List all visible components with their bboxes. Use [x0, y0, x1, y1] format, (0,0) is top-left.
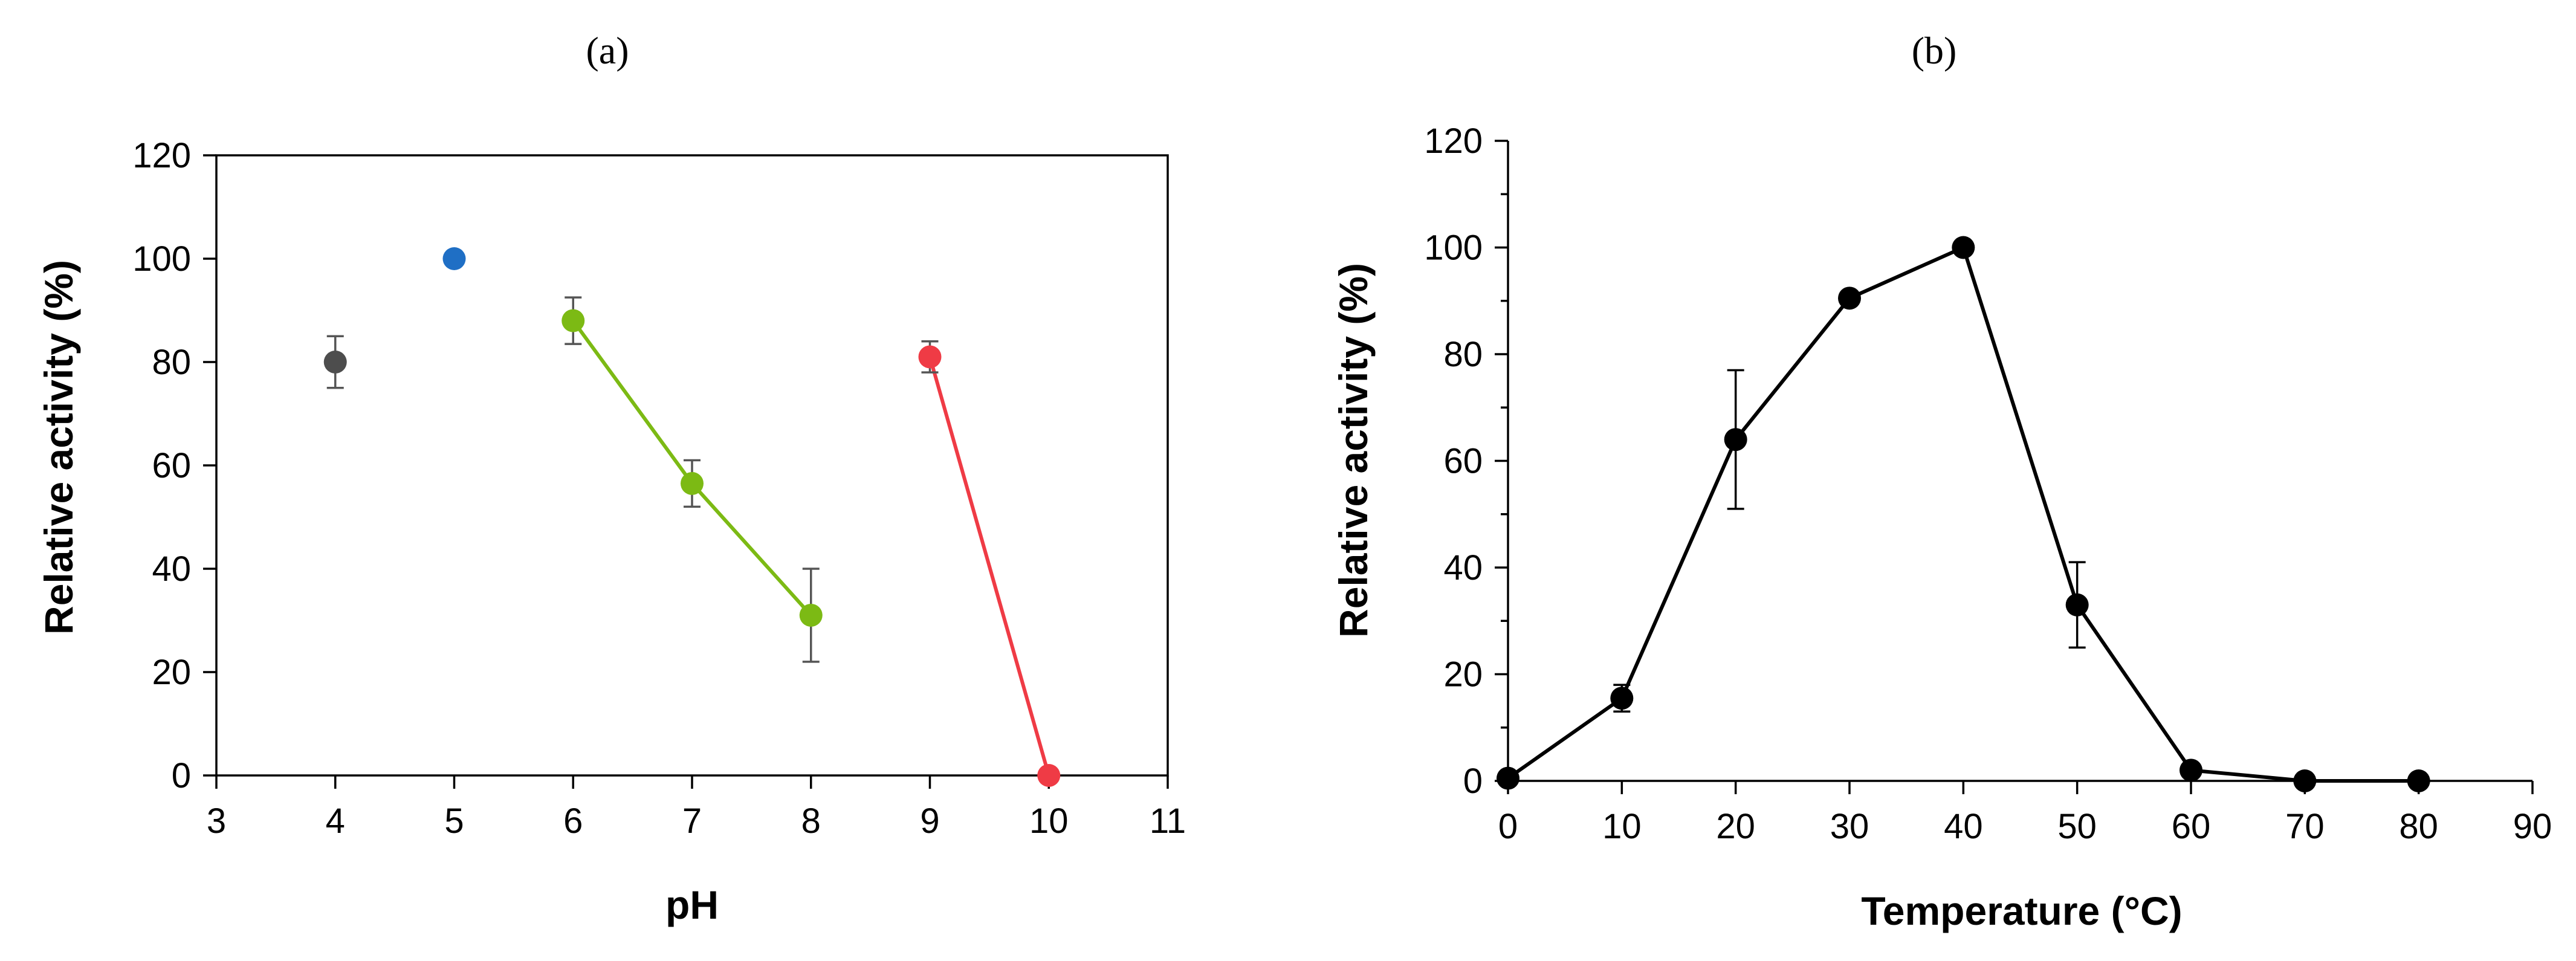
data-point	[1037, 764, 1061, 787]
y-tick-label: 80	[1443, 335, 1483, 374]
data-point	[799, 603, 823, 627]
x-tick-label: 90	[2513, 807, 2552, 846]
data-point	[1952, 236, 1975, 259]
x-tick-label: 0	[1498, 807, 1518, 846]
y-tick-label: 100	[1424, 228, 1483, 268]
x-tick-label: 80	[2399, 807, 2438, 846]
series-ph-9-10	[918, 340, 1061, 787]
y-tick-label: 120	[1424, 121, 1483, 161]
y-axis-title-b: Relative activity (%)	[1331, 263, 1376, 638]
y-tick-label: 60	[152, 446, 191, 485]
y-tick-label: 40	[1443, 548, 1483, 587]
data-point	[1838, 286, 1861, 310]
x-tick-label: 7	[682, 801, 702, 841]
y-tick-label: 0	[172, 756, 191, 795]
x-tick-label: 40	[1944, 807, 1983, 846]
panel-label-b: (b)	[1912, 29, 1957, 72]
x-tick-label: 8	[801, 801, 821, 841]
x-tick-label: 9	[920, 801, 939, 841]
y-tick-label: 120	[132, 136, 191, 175]
series-line	[1507, 245, 2419, 783]
x-tick-label: 11	[1150, 801, 1186, 841]
x-tick-label: 10	[1029, 801, 1069, 841]
x-axis-title-b: Temperature (°C)	[1861, 888, 2182, 933]
series-line	[928, 356, 1051, 776]
y-tick-label: 20	[1443, 655, 1483, 694]
x-tick-label: 50	[2057, 807, 2097, 846]
x-tick-label: 4	[326, 801, 345, 841]
y-tick-label: 40	[152, 549, 191, 589]
data-point	[561, 309, 585, 332]
data-point	[2180, 759, 2202, 782]
y-tick-label: 60	[1443, 442, 1483, 481]
x-axis-title-a: pH	[665, 882, 719, 927]
data-point	[1497, 766, 1519, 790]
data-point	[918, 345, 942, 369]
y-tick-label: 20	[152, 653, 191, 692]
data-point	[2293, 769, 2317, 792]
series-ph-4	[323, 335, 347, 389]
y-tick-label: 100	[132, 239, 191, 279]
data-point	[2407, 769, 2430, 792]
panel-label-a: (a)	[586, 29, 629, 72]
x-tick-label: 20	[1716, 807, 1755, 846]
series-ph-5	[442, 247, 466, 270]
x-tick-label: 10	[1602, 807, 1642, 846]
chart-b: (b) 0 20 40 60 80 100 120 0 10 20 30 40 50 60 70 80 90 T…	[1331, 29, 2552, 933]
y-tick-label: 0	[1463, 762, 1483, 801]
chart-a: (a) 0 20 40 60 80 100 120 3 4 5 6 7 8 9 10 11 pH Relati…	[36, 29, 1186, 927]
x-tick-label: 60	[2172, 807, 2211, 846]
y-tick-label: 80	[152, 343, 191, 382]
data-point	[442, 247, 466, 270]
x-tick-label: 3	[207, 801, 226, 841]
x-tick-label: 5	[444, 801, 464, 841]
data-point	[2065, 593, 2089, 616]
data-point	[1724, 428, 1747, 451]
x-tick-label: 6	[563, 801, 583, 841]
data-point	[323, 351, 347, 374]
x-tick-label: 70	[2285, 807, 2325, 846]
x-tick-label: 30	[1830, 807, 1869, 846]
series-ph-6-8	[561, 296, 823, 663]
series-temperature-profile	[1497, 236, 2430, 792]
data-point	[681, 471, 704, 495]
data-point	[1610, 687, 1634, 710]
y-axis-title-a: Relative activity (%)	[36, 260, 81, 635]
